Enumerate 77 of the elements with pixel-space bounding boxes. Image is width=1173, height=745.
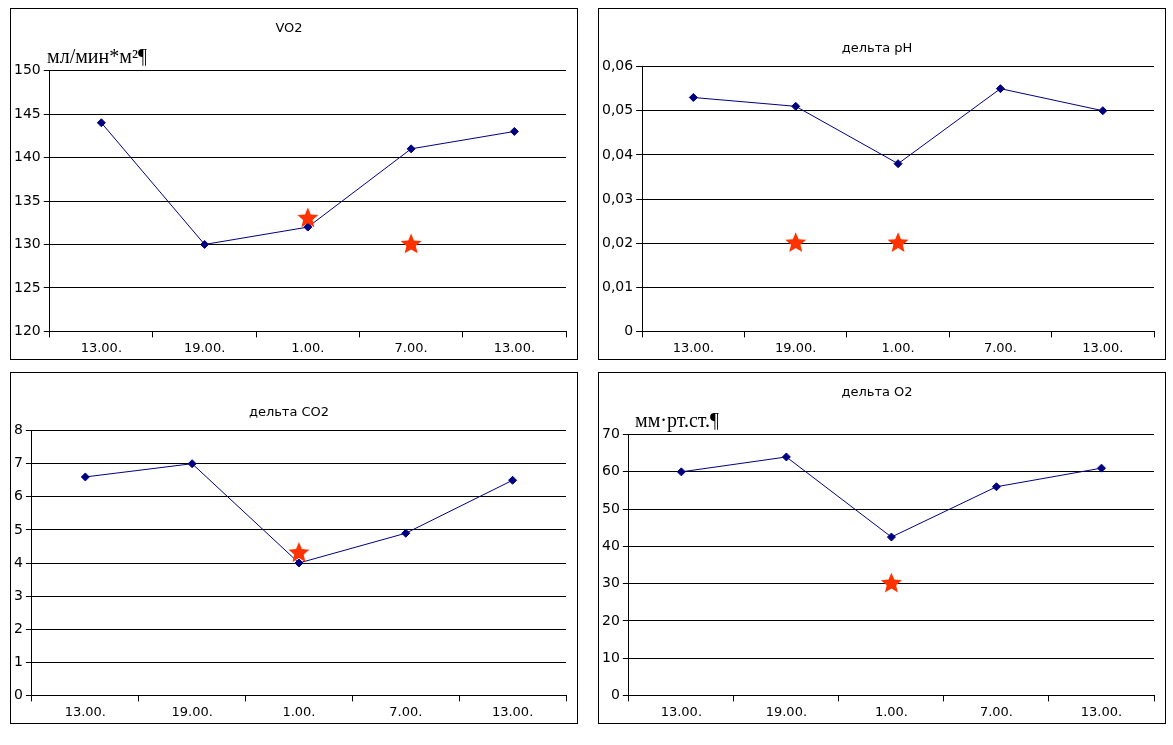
y-tick-label: 120 (13, 322, 41, 339)
x-tick-label: 13.00. (64, 703, 106, 719)
chart-title: дельта pH (841, 40, 913, 56)
chart-title: дельта O2 (841, 384, 913, 400)
point (791, 101, 801, 111)
point (96, 118, 106, 128)
x-tick-label: 7.00. (389, 703, 423, 719)
y-tick-label: 60 (601, 462, 620, 479)
x-tick-label: 13.00. (1080, 703, 1123, 719)
y-tick-label: 0,06 (602, 57, 634, 74)
point (676, 467, 686, 477)
x-tick-label: 7.00. (979, 703, 1013, 719)
point (781, 452, 791, 462)
y-tick-label: 4 (13, 553, 23, 570)
x-tick-label: 7.00. (983, 339, 1017, 355)
x-tick-label: 13.00. (491, 703, 534, 719)
y-tick-label: 0,05 (602, 101, 634, 118)
y-tick-label: 145 (13, 104, 41, 121)
point (200, 239, 210, 249)
y-tick-label: 150 (13, 61, 41, 78)
y-tick-label: 7 (13, 454, 23, 471)
x-tick-label: 1.00. (881, 339, 915, 355)
x-tick-label: 19.00. (183, 339, 226, 355)
x-tick-label: 7.00. (394, 339, 428, 355)
x-tick-label: 13.00. (493, 339, 536, 355)
x-tick-label: 19.00. (171, 703, 213, 719)
x-tick-label: 1.00. (291, 339, 325, 355)
x-tick-label: 19.00. (775, 339, 817, 355)
point (80, 472, 90, 482)
y-tick-label: 0,02 (602, 233, 634, 250)
x-tick-label: 13.00. (672, 339, 715, 355)
y-tick-label: 0,03 (602, 189, 634, 206)
point (401, 528, 411, 538)
y-axis-title: мм·рт.ст.¶ (635, 409, 720, 432)
y-tick-label: 0 (13, 686, 23, 703)
point (995, 84, 1005, 94)
y-axis-title: мл/мин*м²¶ (47, 45, 147, 68)
point (1098, 106, 1108, 116)
y-tick-label: 20 (601, 611, 620, 628)
y-tick-label: 135 (13, 191, 41, 208)
x-tick-label: 13.00. (1082, 339, 1124, 355)
point (991, 482, 1001, 492)
point (1096, 463, 1106, 473)
y-tick-label: 30 (601, 574, 620, 591)
y-tick-label: 6 (13, 487, 23, 504)
y-tick-label: 50 (601, 499, 620, 516)
chart-title: дельта CO2 (248, 404, 330, 420)
y-tick-label: 0 (610, 686, 620, 703)
x-tick-label: 13.00. (80, 339, 123, 355)
x-tick-label: 1.00. (282, 703, 316, 719)
point (508, 475, 518, 485)
y-tick-label: 130 (13, 235, 41, 252)
x-tick-label: 19.00. (765, 703, 808, 719)
point (886, 532, 896, 542)
point (406, 144, 416, 154)
y-tick-label: 5 (13, 520, 23, 537)
y-tick-label: 140 (13, 148, 41, 165)
y-tick-label: 40 (601, 537, 620, 554)
y-tick-label: 125 (13, 278, 41, 295)
point (893, 159, 903, 169)
y-tick-label: 0,04 (602, 145, 634, 162)
y-tick-label: 3 (13, 586, 23, 603)
y-tick-label: 8 (13, 421, 23, 438)
point (303, 222, 313, 232)
x-tick-label: 13.00. (660, 703, 703, 719)
x-tick-label: 1.00. (874, 703, 908, 719)
y-tick-label: 0 (624, 322, 634, 339)
y-tick-label: 70 (601, 425, 620, 442)
chart-title: VO2 (275, 20, 303, 36)
point (688, 92, 698, 102)
point (187, 459, 197, 469)
y-tick-label: 1 (13, 652, 23, 669)
y-tick-label: 2 (13, 619, 23, 636)
point (294, 558, 304, 568)
point (509, 126, 519, 136)
y-tick-label: 10 (601, 648, 620, 665)
y-tick-label: 0,01 (602, 277, 634, 294)
